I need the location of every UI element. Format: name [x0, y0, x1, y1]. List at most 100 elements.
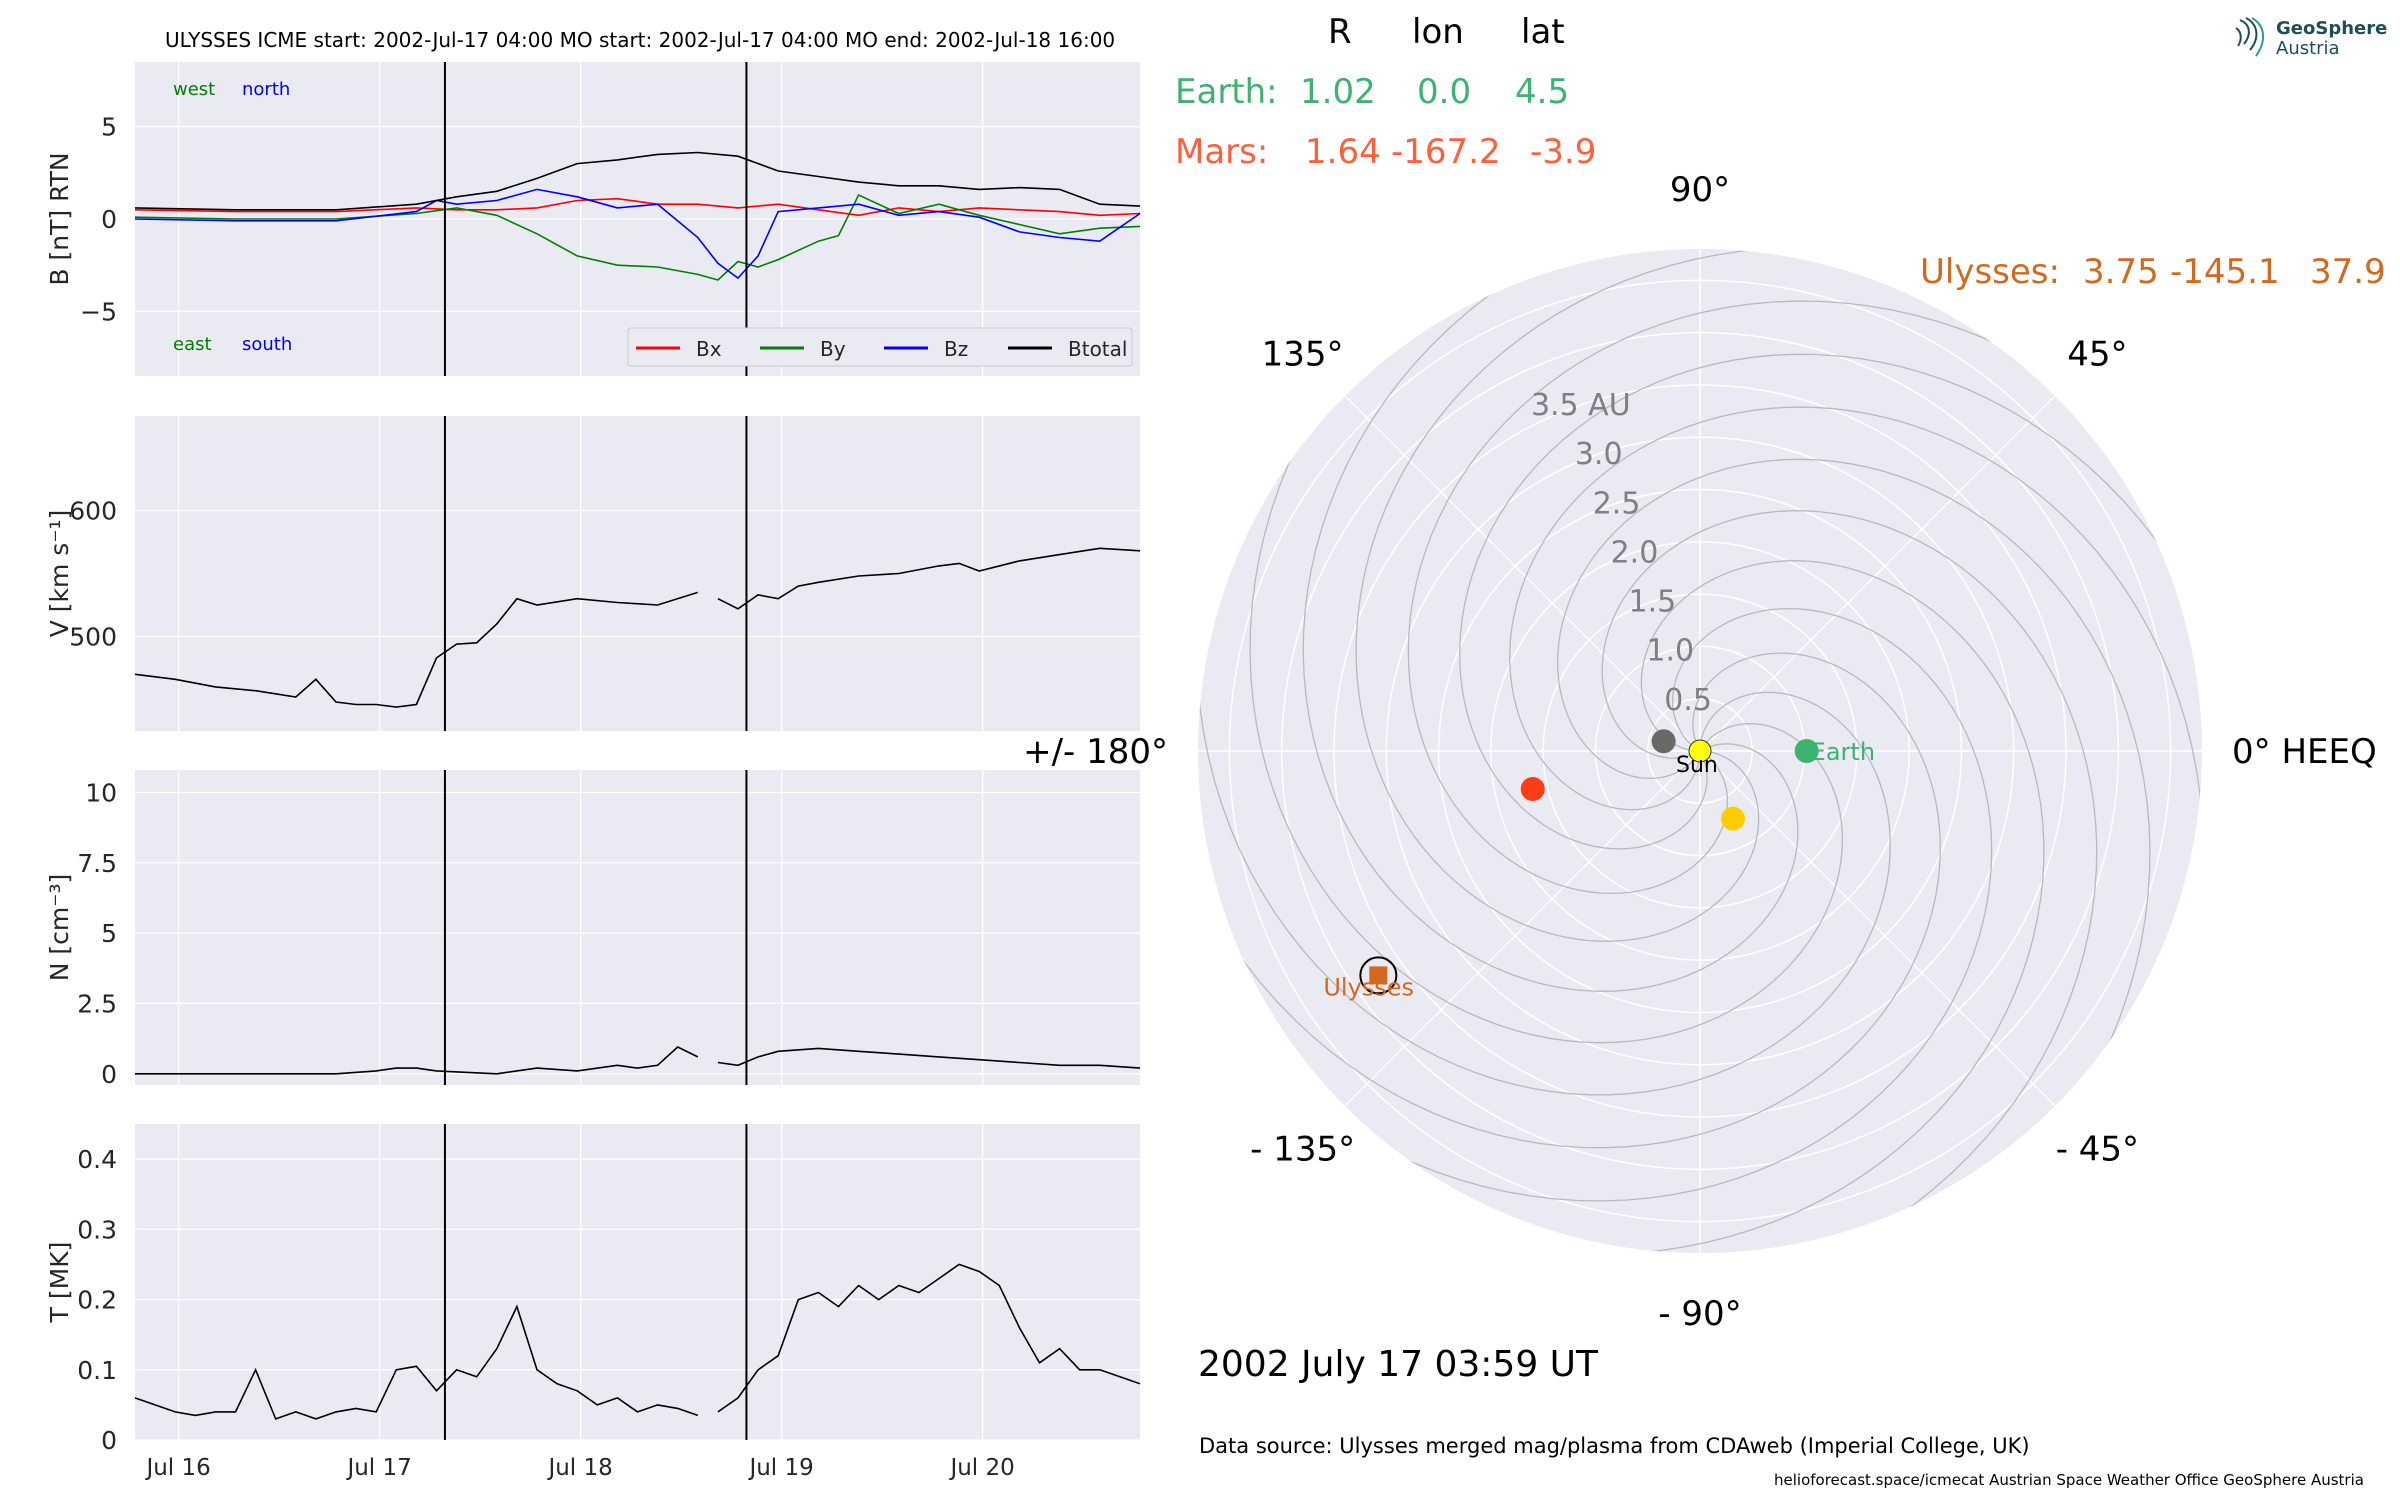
earth-marker — [1794, 739, 1819, 763]
parker-spiral-line — [1407, 300, 2162, 895]
polar-grid — [1198, 249, 2202, 1253]
polar-position-plot: 0.5 1.0 1.5 2.0 2.5 3.0 3.5 AU 90° 45° 0° HEEQ - 4… — [1023, 170, 2377, 1334]
parker-spiral-line — [1556, 458, 2151, 1213]
parker-spiral-line — [1302, 249, 1799, 992]
x-tick-label: Jul 17 — [345, 1455, 411, 1481]
radial-label: 2.0 — [1611, 535, 1659, 570]
parker-spiral-line — [1198, 652, 1941, 1149]
parker-spiral-line — [1459, 353, 2202, 850]
y-tick-label: 500 — [69, 623, 117, 652]
y-tick-label: 0.1 — [77, 1356, 117, 1385]
sun-marker — [1688, 739, 1712, 763]
parker-spirals — [1198, 249, 2202, 1253]
bodies: Sun Earth Ulysses — [1323, 729, 1875, 1001]
angular-grid-line — [1699, 395, 2056, 752]
y-tick-label: 10 — [85, 779, 117, 808]
mars-r: 1.64 — [1305, 132, 1381, 172]
legend-label-Btotal: Btotal — [1068, 337, 1127, 361]
angular-grid-line — [1699, 750, 2056, 1107]
annotation-west: west — [173, 79, 215, 100]
y-tick-label: 5 — [101, 113, 117, 142]
panel-background — [135, 770, 1140, 1085]
y-tick-label: 0.2 — [77, 1286, 117, 1315]
series-line-By — [134, 193, 1141, 281]
series-line-N — [717, 1047, 1141, 1069]
sun-label: Sun — [1676, 753, 1718, 778]
earth-label: Earth: — [1175, 72, 1278, 112]
mars-marker — [1520, 776, 1545, 801]
geosphere-logo: GeoSphere Austria — [2232, 14, 2387, 62]
series-line-T — [134, 1304, 699, 1420]
geosphere-logo-icon — [2235, 17, 2264, 57]
angle-label: 0° HEEQ — [2232, 732, 2377, 772]
col-header-r: R — [1328, 12, 1352, 52]
footer-links: helioforecast.space/icmecat Austrian Spa… — [1774, 1471, 2364, 1489]
y-tick-label: 7.5 — [77, 849, 117, 878]
parker-spiral-line — [1509, 406, 2202, 1006]
parker-spiral-line — [1238, 607, 1993, 1202]
radial-label: 3.0 — [1575, 437, 1623, 472]
y-axis-label: V [km s⁻¹] — [45, 510, 74, 638]
angle-label: 45° — [2067, 335, 2127, 375]
ulysses-label: Ulysses — [1323, 973, 1414, 1001]
y-tick-label: 600 — [69, 497, 117, 526]
mars-lon: -167.2 — [1391, 132, 1501, 172]
angle-label: +/- 180° — [1023, 732, 1168, 772]
angle-label: - 135° — [1250, 1129, 1355, 1169]
parker-spiral-line — [1249, 289, 1844, 1044]
series-line-V — [717, 547, 1141, 610]
x-tick-label: Jul 20 — [948, 1455, 1014, 1481]
y-tick-label: 0 — [101, 1060, 117, 1089]
earth-label: Earth — [1811, 738, 1875, 766]
col-header-lon: lon — [1412, 12, 1464, 52]
mars-label: Mars: — [1175, 132, 1269, 172]
angle-label: 135° — [1262, 335, 1344, 375]
series-line-N — [135, 1046, 699, 1075]
logo-line-2: Austria — [2276, 38, 2340, 59]
radial-label: 0.5 — [1664, 683, 1712, 718]
series-line-Bx — [134, 197, 1141, 217]
x-tick-label: Jul 18 — [546, 1455, 612, 1481]
earth-lat: 4.5 — [1515, 72, 1570, 112]
legend-box — [627, 327, 1133, 367]
y-tick-label: 0.4 — [77, 1145, 117, 1174]
radial-label: 1.0 — [1646, 634, 1694, 669]
mercury-marker — [1651, 729, 1676, 754]
parker-spiral-line — [1198, 496, 1891, 1096]
series-line-T — [717, 1263, 1141, 1413]
legend-label-By: By — [820, 337, 846, 361]
legend-label-Bz: Bz — [944, 337, 968, 361]
data-source: Data source: Ulysses merged mag/plasma f… — [1199, 1434, 2030, 1458]
angular-grid-line — [1344, 395, 1701, 752]
y-tick-label: −5 — [80, 297, 117, 326]
venus-marker — [1721, 806, 1746, 831]
angular-grid-line — [1344, 750, 1701, 1107]
panel-B: −5 0 5 B [nT] RTN west north east south Bx By Bz Bt… — [45, 62, 1141, 376]
ulysses-ring — [1359, 956, 1398, 995]
parker-spiral-line — [1355, 249, 1955, 942]
ulysses-r: 3.75 — [2083, 252, 2159, 292]
parker-spiral-line — [1601, 510, 2098, 1253]
chart-title: ULYSSES ICME start: 2002-Jul-17 04:00 MO… — [165, 28, 1116, 52]
logo-line-1: GeoSphere — [2276, 18, 2388, 39]
legend: Bx By Bz Btotal — [627, 327, 1133, 367]
ulysses-label: Ulysses: — [1920, 252, 2060, 292]
angle-label: 90° — [1670, 170, 1730, 210]
radial-label: 3.5 AU — [1531, 388, 1631, 423]
x-tick-label: Jul 19 — [747, 1455, 813, 1481]
earth-lon: 0.0 — [1417, 72, 1472, 112]
y-axis-label: T [MK] — [45, 1242, 74, 1324]
ulysses-lat: 37.9 — [2310, 252, 2386, 292]
radial-label: 2.5 — [1593, 486, 1641, 521]
ulysses-marker — [1369, 966, 1388, 985]
annotation-north: north — [242, 79, 290, 100]
y-axis-label: B [nT] RTN — [45, 152, 74, 285]
legend-label-Bx: Bx — [696, 337, 722, 361]
angle-label: - 90° — [1658, 1294, 1741, 1334]
y-tick-label: 0.3 — [77, 1215, 117, 1244]
col-header-lat: lat — [1521, 12, 1565, 52]
y-tick-label: 0 — [101, 205, 117, 234]
y-axis-label: N [cm⁻³] — [45, 874, 74, 981]
y-tick-label: 0 — [101, 1426, 117, 1455]
